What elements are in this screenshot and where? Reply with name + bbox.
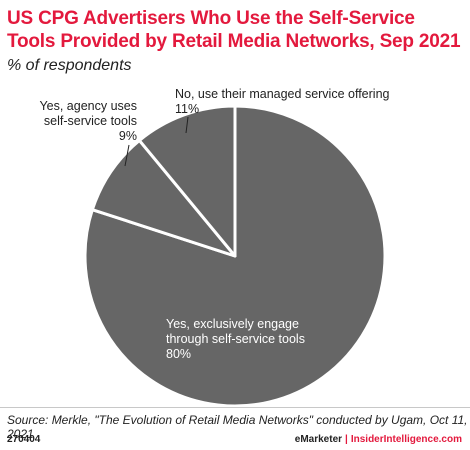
- pie-chart: Yes, exclusively engage through self-serv…: [39, 87, 390, 408]
- label-agency-self-service: Yes, agency uses self-service tools 9%: [39, 99, 137, 143]
- slice-managed-service: [137, 104, 237, 258]
- label-exclusively-self-service: Yes, exclusively engage through self-serv…: [166, 317, 305, 361]
- chart-id: 270404: [7, 434, 41, 445]
- leader-managed-service: [185, 116, 189, 134]
- source-note: Source: Merkle, "The Evolution of Retail…: [7, 413, 468, 441]
- footer-divider: [0, 407, 470, 408]
- brand-emarketer[interactable]: eMarketer: [294, 434, 343, 445]
- label-managed-service: No, use their managed service offering 11…: [175, 87, 390, 116]
- chart-title: US CPG Advertisers Who Use the Self-Serv…: [7, 8, 461, 52]
- leader-agency-self-service: [124, 144, 130, 167]
- brand-footer: eMarketer | InsiderIntelligence.com: [295, 434, 462, 445]
- slice-agency-self-service: [90, 138, 237, 258]
- brand-insider-intelligence[interactable]: InsiderIntelligence.com: [350, 434, 462, 445]
- chart-subtitle: % of respondents: [7, 57, 132, 74]
- brand-separator: |: [345, 434, 348, 445]
